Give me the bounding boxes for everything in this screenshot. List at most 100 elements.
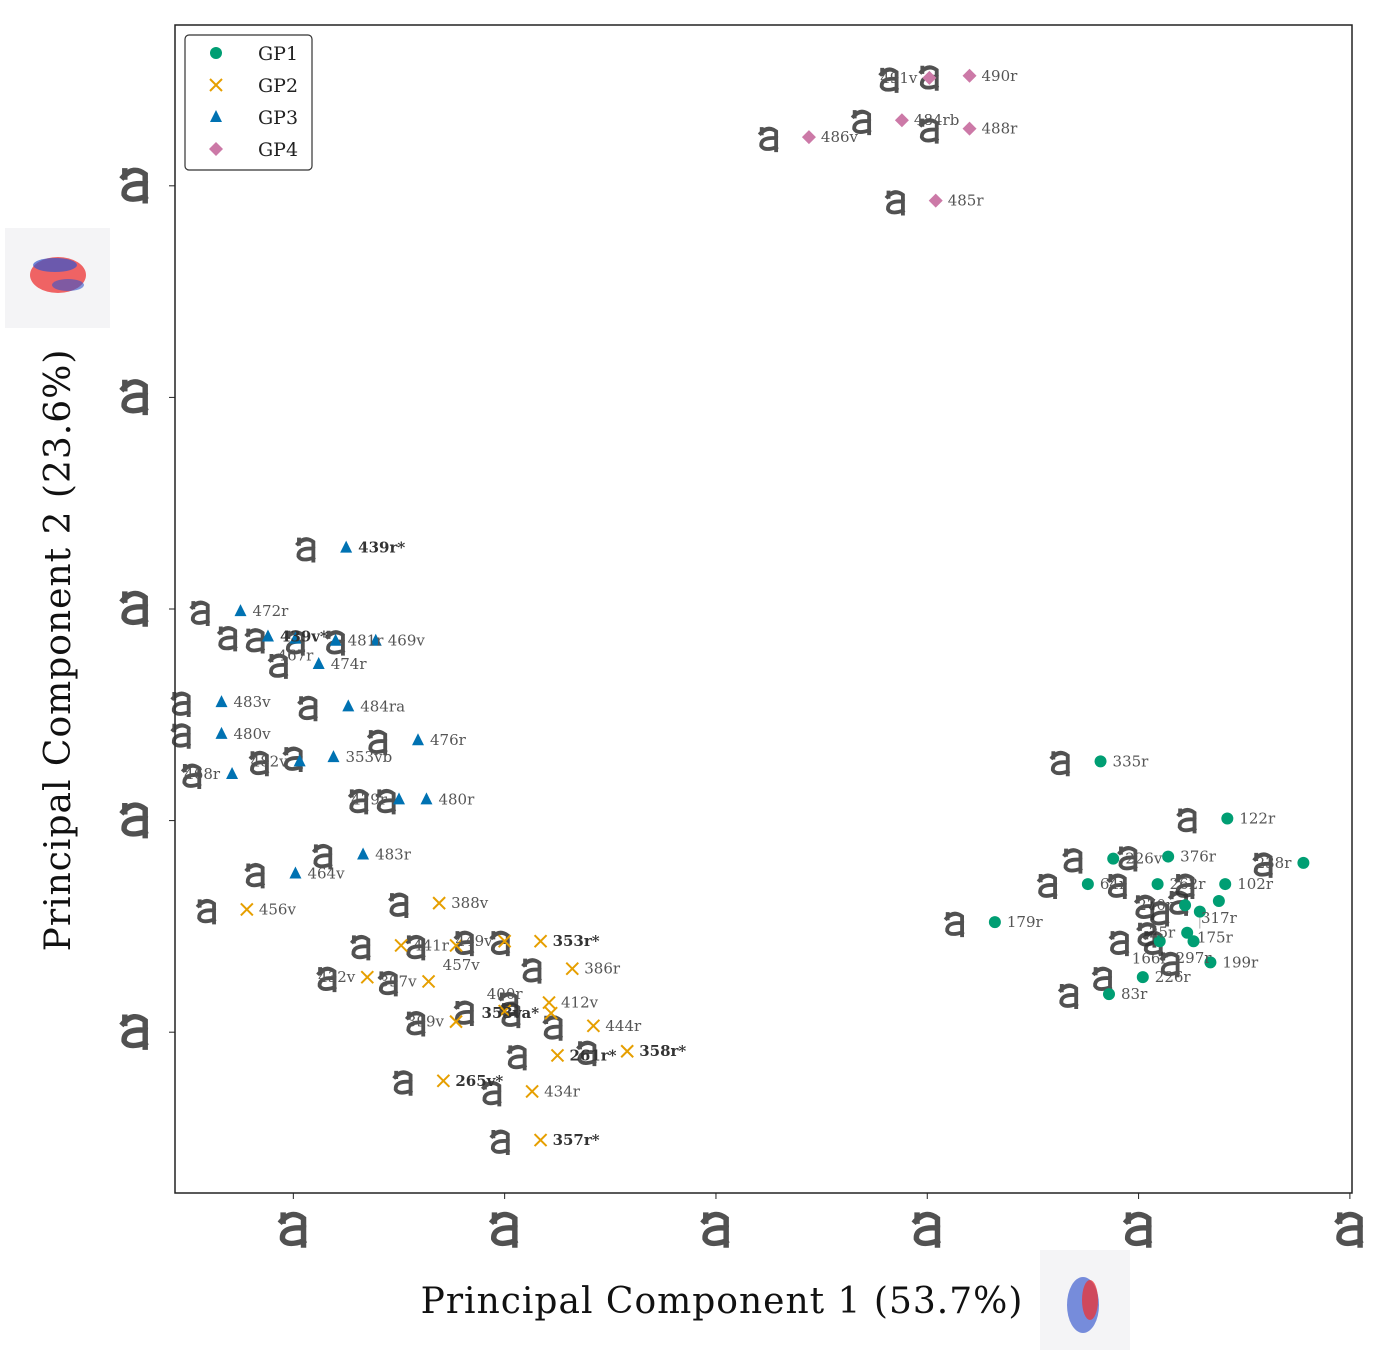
gp1-point	[1136, 971, 1149, 984]
plot-area	[174, 24, 1353, 1194]
legend-marker-gp2	[209, 78, 223, 92]
gp1-point	[1107, 852, 1120, 865]
point-label: 412v	[561, 994, 599, 1012]
point-thumbnail	[1049, 750, 1071, 777]
point-thumbnail	[542, 1015, 564, 1041]
legend-label-gp3: GP3	[258, 107, 298, 129]
legend-marker-gp4	[209, 142, 223, 156]
point-label: 262r	[1170, 875, 1207, 893]
point-thumbnail	[500, 1002, 521, 1029]
gp3-point	[420, 792, 433, 805]
gp1-point	[1094, 755, 1107, 768]
gp1-point	[1102, 988, 1115, 1001]
gp2-point	[360, 970, 375, 984]
point-thumbnail	[884, 190, 906, 216]
gp3-point	[369, 633, 382, 646]
point-label: 226v	[1125, 850, 1163, 868]
point-label: 483v	[233, 693, 271, 711]
point-label: 376r	[1180, 848, 1217, 866]
gp2-point	[542, 995, 556, 1010]
gp4-point	[894, 113, 909, 128]
point-thumbnail	[311, 844, 333, 870]
point-label: 482v	[251, 752, 289, 770]
point-thumbnail	[576, 1040, 597, 1067]
point-label: 226r	[1155, 968, 1192, 986]
gp4-point	[801, 130, 816, 145]
point-label: 357r*	[553, 1131, 600, 1149]
point-label: 358r*	[639, 1042, 686, 1060]
gp2-point	[497, 934, 512, 948]
gp1-point	[1221, 812, 1234, 825]
point-label: 317r	[1201, 909, 1238, 927]
point-thumbnail	[180, 763, 202, 789]
point-thumbnail	[453, 1000, 475, 1026]
point-label: 439v*	[280, 628, 328, 646]
point-label: 400r	[487, 985, 524, 1003]
legend: GP1 GP2 GP3 GP4	[184, 34, 313, 171]
point-thumbnail	[377, 970, 399, 997]
point-label: 491v	[880, 69, 918, 87]
point-thumbnail	[347, 789, 369, 815]
point-label: 464v	[307, 864, 345, 882]
gp2-point	[449, 938, 463, 953]
legend-marker-gp3	[210, 110, 222, 122]
gp1-point	[1187, 935, 1200, 948]
legend-box	[184, 34, 313, 171]
gp1-point	[1179, 899, 1192, 912]
point-thumbnail	[1108, 930, 1130, 957]
point-thumbnail	[918, 118, 940, 144]
y-axis-title: Principal Component 2 (23.6%)	[38, 349, 79, 952]
gp3-point	[226, 767, 239, 780]
gp1-point	[1181, 926, 1194, 939]
point-thumbnail	[489, 1129, 511, 1156]
point-thumbnail	[244, 628, 266, 654]
point-thumbnail	[404, 935, 426, 961]
point-label: 488r	[982, 120, 1019, 138]
point-label: 439r*	[358, 539, 405, 557]
x-tick-glyph	[488, 1211, 519, 1248]
point-label: 166r	[1132, 950, 1169, 968]
point-thumbnail	[1167, 890, 1189, 916]
y-axis-heatmap-image	[5, 228, 110, 328]
gp2-point	[394, 938, 408, 953]
point-label: 179r	[1007, 913, 1044, 931]
gp3-point	[357, 847, 370, 860]
point-label: 388v	[451, 894, 489, 912]
x-axis-heatmap-image	[1040, 1250, 1130, 1350]
gp2-point	[544, 1006, 558, 1020]
x-tick-glyph	[1122, 1211, 1153, 1248]
point-label: 457v	[443, 956, 481, 974]
point-label: 399v	[407, 1013, 445, 1031]
point-label: 175r	[1197, 929, 1234, 947]
point-thumbnail	[757, 126, 779, 153]
point-thumbnail	[282, 746, 304, 773]
point-thumbnail	[316, 966, 337, 993]
point-thumbnail	[295, 537, 316, 563]
point-label: 476r	[430, 731, 467, 749]
point-label: 484rb	[914, 111, 959, 129]
x-tick-glyph	[1334, 1211, 1364, 1248]
gp2-point	[449, 1014, 463, 1029]
point-thumbnail	[850, 109, 872, 136]
point-thumbnail	[366, 729, 388, 756]
point-label: 25r	[1149, 924, 1176, 942]
point-thumbnail	[453, 930, 475, 957]
point-label: 353vb	[345, 748, 392, 766]
point-thumbnail	[1091, 966, 1113, 993]
point-label: 456v	[259, 900, 297, 918]
point-label: 479r	[351, 790, 388, 808]
point-thumbnail	[375, 789, 397, 815]
gp3-point	[412, 733, 425, 746]
point-thumbnail	[1062, 848, 1083, 874]
gp1-point	[988, 916, 1001, 929]
gp4-point	[962, 68, 977, 83]
gp1-point	[1193, 905, 1206, 918]
gp1-point	[1151, 878, 1164, 891]
gp2-point	[436, 1074, 451, 1088]
gp3-point	[329, 633, 342, 646]
gp4-point	[922, 70, 937, 85]
gp3-point	[215, 695, 228, 708]
gp3-point	[289, 631, 302, 644]
point-label: 353va*	[482, 1004, 540, 1022]
point-label: 397v	[379, 972, 417, 990]
